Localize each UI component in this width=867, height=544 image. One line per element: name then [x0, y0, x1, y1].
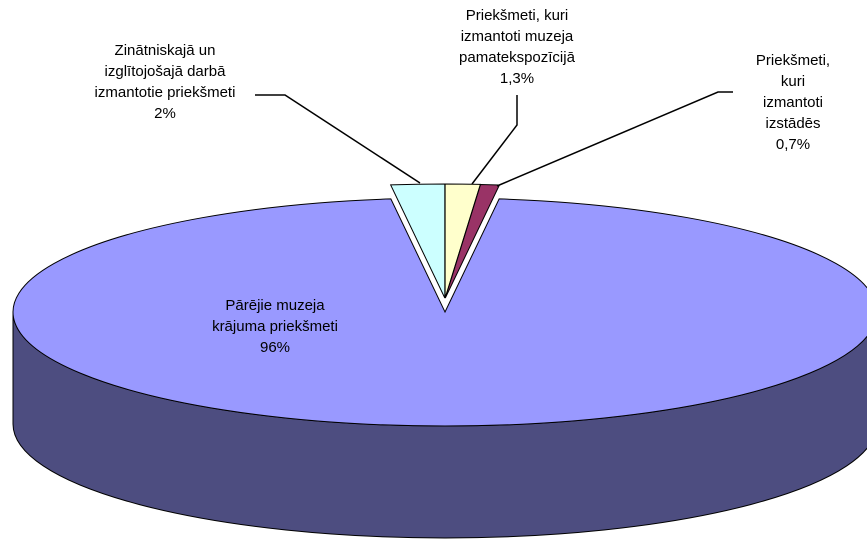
category-label: Priekšmeti, kuri izmantoti muzeja pamate…	[459, 7, 575, 66]
value-label: 0,7%	[775, 136, 811, 153]
category-label: Pārējie muzeja krājuma priekšmeti	[212, 297, 338, 335]
value-label: 1,3%	[499, 70, 535, 87]
slice-label: Pārējie muzeja krājuma priekšmeti 96%	[212, 295, 338, 358]
slice	[389, 183, 446, 299]
leader-line	[496, 91, 733, 187]
leader-line	[255, 94, 421, 184]
slice-label: Zinātniskajā un izglītojošajā darbā izma…	[95, 40, 236, 124]
category-label: Priekšmeti, kuri izmantoti izstādēs	[755, 52, 831, 132]
value-label: 96%	[259, 339, 291, 356]
slice-label: Priekšmeti, kuri izmantoti izstādēs 0,7%	[756, 50, 830, 155]
leader-line	[471, 95, 518, 185]
value-label: 2%	[154, 105, 176, 122]
slice-label: Priekšmeti, kuri izmantoti muzeja pamate…	[459, 5, 575, 89]
slices	[12, 183, 867, 539]
slice	[12, 198, 867, 427]
category-label: Zinātniskajā un izglītojošajā darbā izma…	[94, 42, 236, 101]
